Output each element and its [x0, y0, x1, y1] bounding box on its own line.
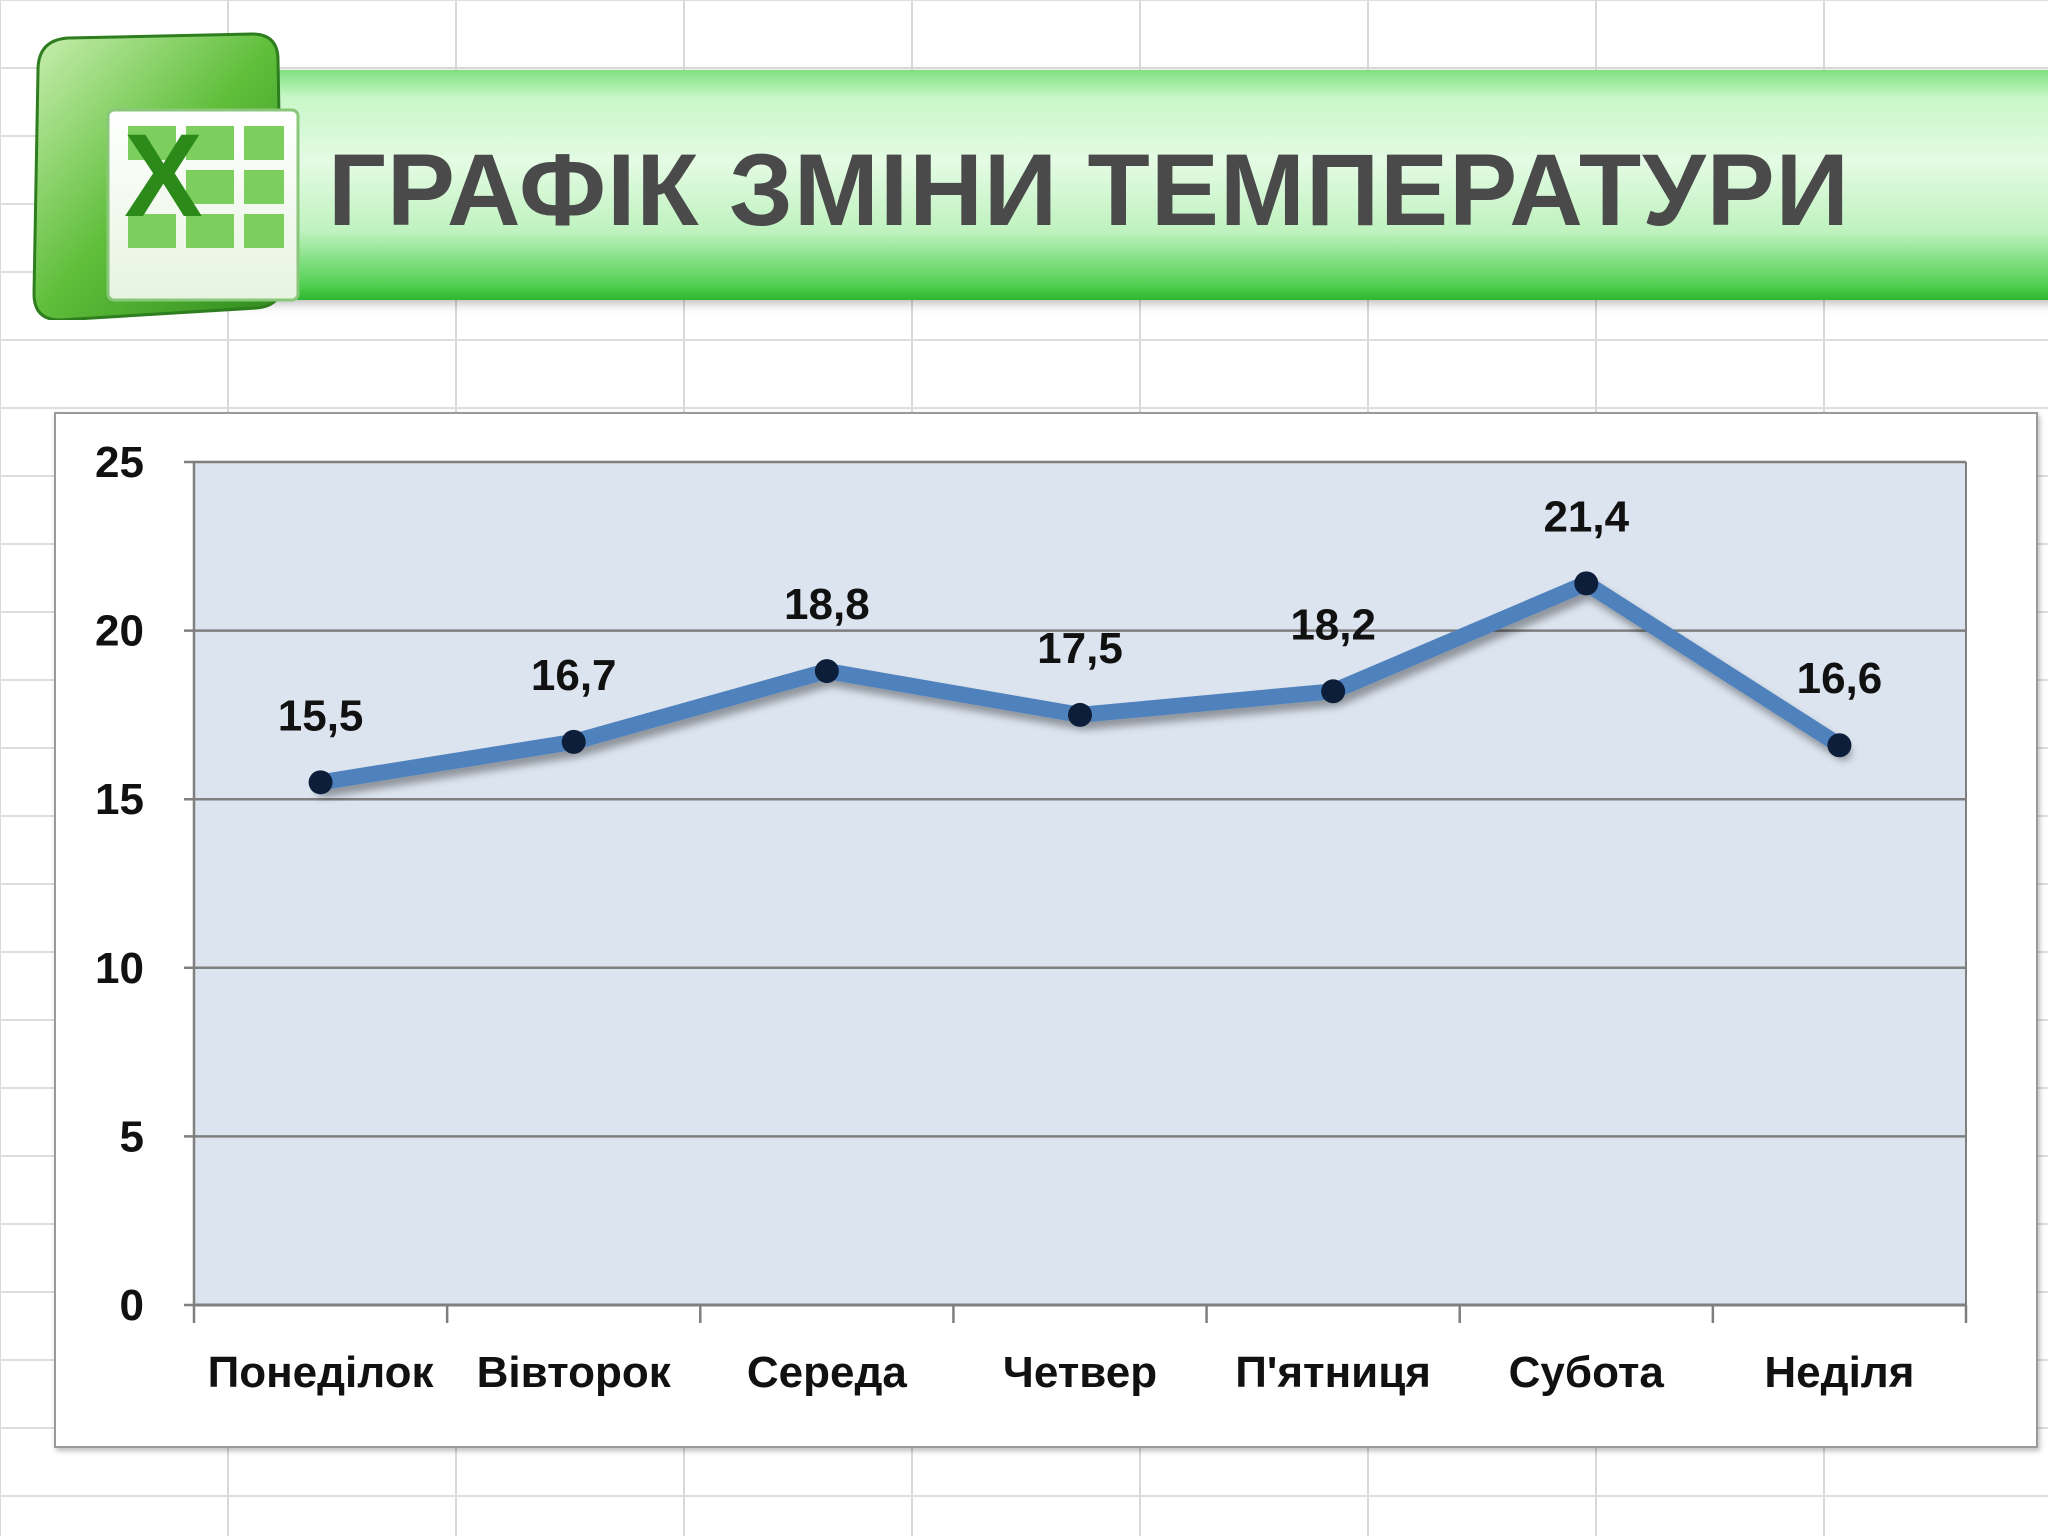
- x-category-label: Понеділок: [208, 1348, 435, 1397]
- data-label: 17,5: [1037, 624, 1123, 673]
- x-category-label: Четвер: [1003, 1348, 1157, 1397]
- data-point: [1827, 733, 1852, 758]
- y-tick-label: 5: [120, 1112, 144, 1161]
- x-category-label: Середа: [747, 1348, 908, 1397]
- data-label: 21,4: [1543, 492, 1629, 541]
- data-label: 18,2: [1290, 600, 1376, 649]
- data-point: [1574, 571, 1599, 596]
- data-label: 18,8: [784, 580, 870, 629]
- y-tick-label: 0: [120, 1281, 144, 1330]
- x-category-label: Субота: [1509, 1348, 1665, 1397]
- excel-logo-icon: X: [32, 32, 300, 320]
- title-banner: [150, 70, 2048, 300]
- temperature-line-chart: 0 5 10 15 20 25 Понеділок Вівторок Середа Четвер П…: [95, 438, 1968, 1397]
- y-tick-label: 25: [95, 438, 144, 487]
- y-tick-label: 10: [95, 944, 144, 993]
- data-point: [1321, 679, 1346, 704]
- x-category-label: Вівторок: [477, 1348, 672, 1397]
- excel-logo-letter: X: [124, 110, 203, 242]
- data-point: [561, 729, 586, 754]
- data-label: 15,5: [278, 691, 364, 740]
- x-category-label: П'ятниця: [1235, 1348, 1431, 1397]
- data-point: [308, 770, 333, 795]
- data-label: 16,6: [1797, 654, 1883, 703]
- page-title: ГРАФІК ЗМІНИ ТЕМПЕРАТУРИ: [328, 133, 1850, 247]
- x-category-label: Неділя: [1764, 1348, 1914, 1397]
- data-point: [1068, 702, 1092, 727]
- data-point: [814, 659, 839, 684]
- y-tick-label: 20: [95, 607, 144, 656]
- data-label: 16,7: [531, 651, 617, 700]
- plot-area: [194, 462, 1966, 1305]
- y-tick-label: 15: [95, 775, 144, 824]
